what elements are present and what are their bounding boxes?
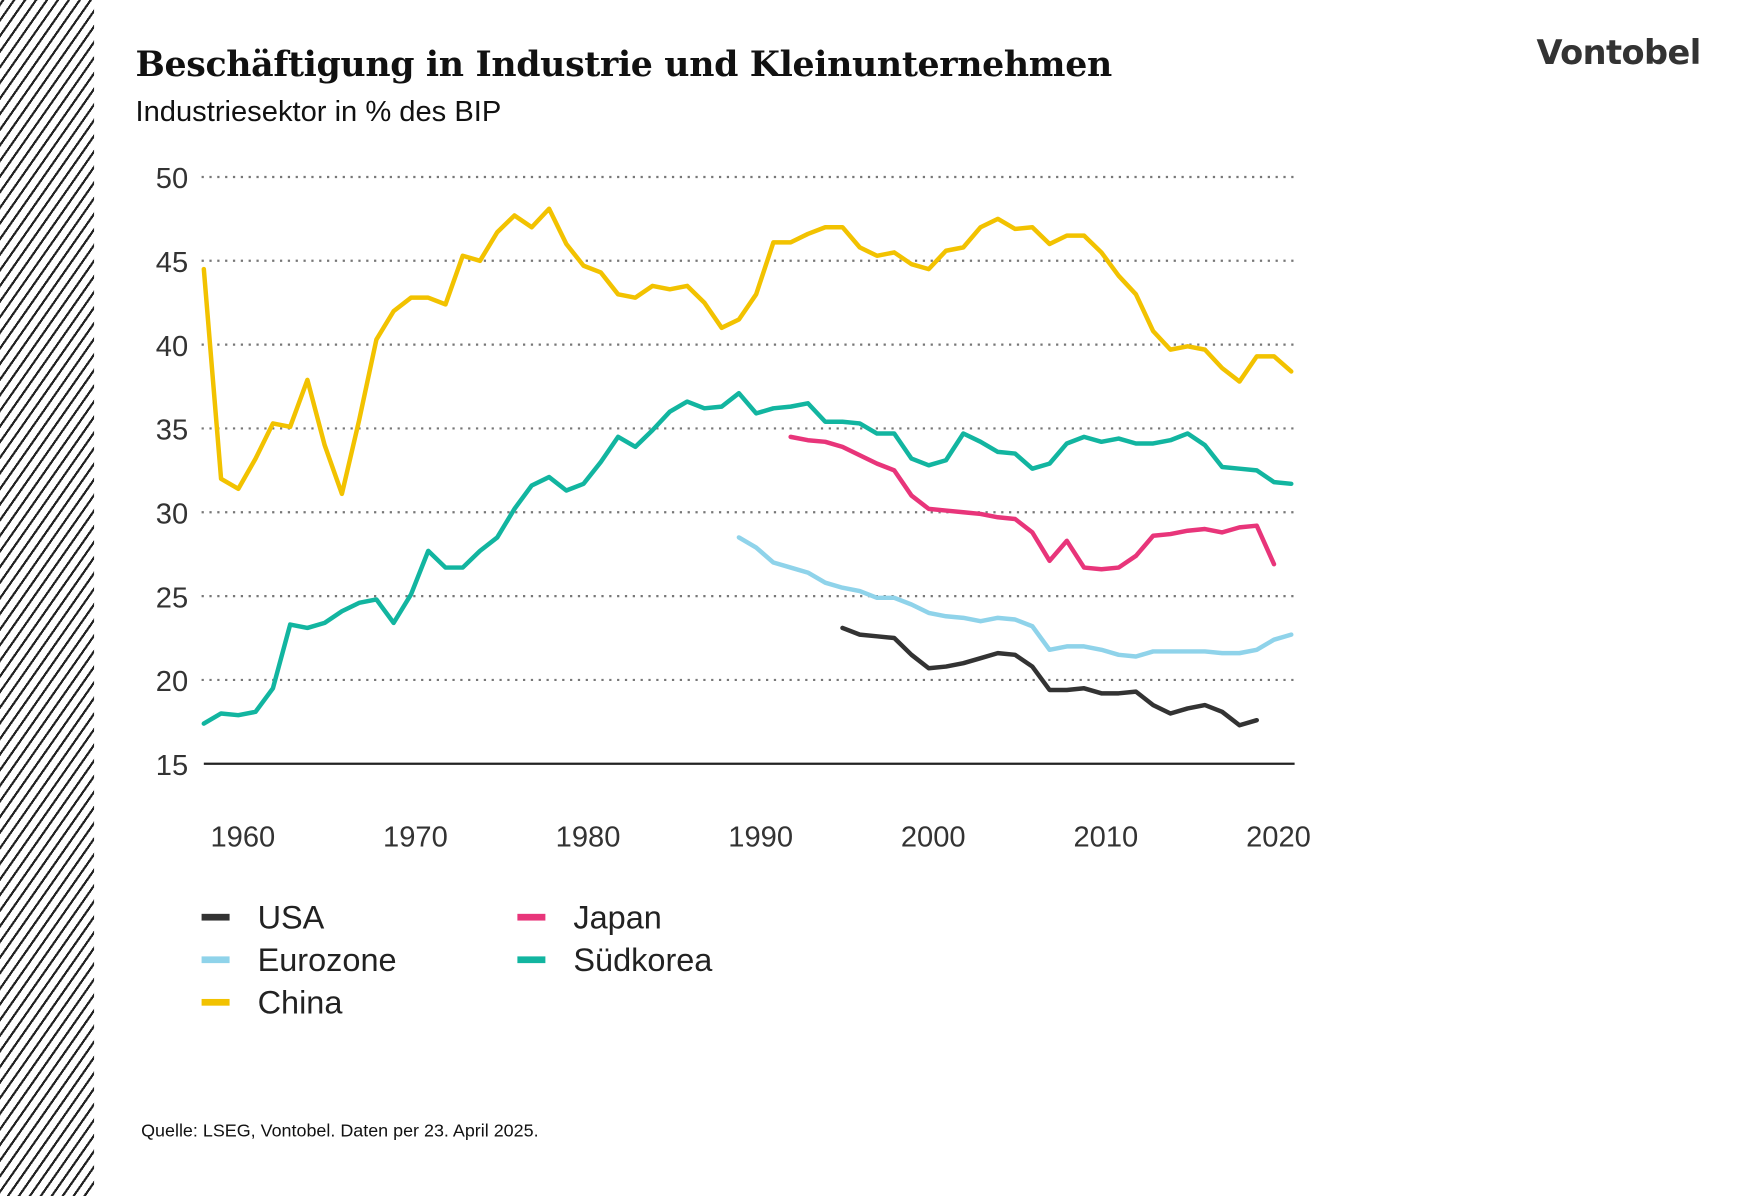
y-tick-label: 15 — [156, 750, 188, 782]
legend-swatch-südkorea — [517, 956, 546, 964]
legend-swatch-china — [201, 998, 230, 1006]
x-tick-label: 1960 — [210, 822, 275, 854]
x-tick-label: 1970 — [383, 822, 448, 854]
vontobel-logo: Vontobel — [1536, 33, 1702, 73]
x-tick-label: 1990 — [728, 822, 793, 854]
series-line-südkorea — [201, 390, 1294, 726]
legend-label: USA — [258, 899, 325, 935]
y-tick-label: 20 — [156, 666, 188, 698]
legend-swatch-eurozone — [201, 956, 230, 964]
x-tick-label: 1980 — [556, 822, 621, 854]
y-tick-label: 45 — [156, 247, 188, 279]
x-tick-label: 2000 — [901, 822, 966, 854]
series-line-usa — [840, 625, 1259, 728]
source-note: Quelle: LSEG, Vontobel. Daten per 23. Ap… — [141, 1122, 539, 1142]
series-line-eurozone — [736, 535, 1294, 659]
y-tick-label: 30 — [156, 498, 188, 530]
y-tick-label: 35 — [156, 415, 188, 447]
y-tick-label: 50 — [156, 163, 188, 195]
legend-swatch-japan — [517, 913, 546, 921]
series-line-china — [201, 206, 1294, 497]
series-line-japan — [788, 434, 1277, 572]
legend-label: Eurozone — [258, 942, 397, 978]
chart-title: Beschäftigung in Industrie und Kleinunte… — [135, 44, 1113, 86]
legend-label: Japan — [573, 899, 661, 935]
legend-swatch-usa — [201, 913, 230, 921]
y-tick-label: 25 — [156, 582, 188, 614]
x-tick-label: 2020 — [1246, 822, 1311, 854]
chart-subtitle: Industriesektor in % des BIP — [135, 94, 502, 128]
legend-label: Südkorea — [573, 942, 713, 978]
x-tick-label: 2010 — [1073, 822, 1138, 854]
hatched-border — [0, 0, 95, 1196]
y-tick-label: 40 — [156, 331, 188, 363]
legend-label: China — [258, 985, 344, 1021]
